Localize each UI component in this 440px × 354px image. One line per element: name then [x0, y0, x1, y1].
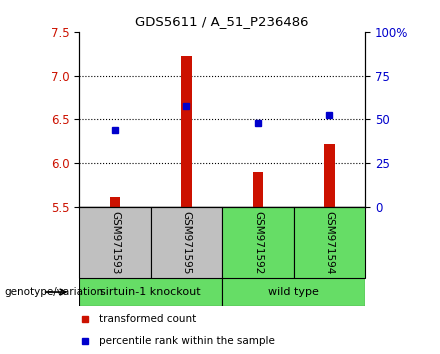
Text: sirtuin-1 knockout: sirtuin-1 knockout — [100, 287, 201, 297]
Bar — [324, 144, 335, 207]
Text: GSM971595: GSM971595 — [181, 211, 191, 274]
Title: GDS5611 / A_51_P236486: GDS5611 / A_51_P236486 — [136, 15, 309, 28]
Bar — [181, 56, 192, 207]
Bar — [294, 207, 365, 278]
Bar — [222, 278, 365, 306]
Text: GSM971592: GSM971592 — [253, 211, 263, 274]
Bar — [222, 207, 294, 278]
Text: wild type: wild type — [268, 287, 319, 297]
Bar — [79, 278, 222, 306]
Text: transformed count: transformed count — [99, 314, 197, 324]
Bar — [79, 207, 150, 278]
Bar — [253, 172, 263, 207]
Text: genotype/variation: genotype/variation — [4, 287, 103, 297]
Text: percentile rank within the sample: percentile rank within the sample — [99, 336, 275, 346]
Text: GSM971593: GSM971593 — [110, 211, 120, 274]
Bar — [110, 196, 120, 207]
Bar — [150, 207, 222, 278]
Text: GSM971594: GSM971594 — [324, 211, 334, 274]
